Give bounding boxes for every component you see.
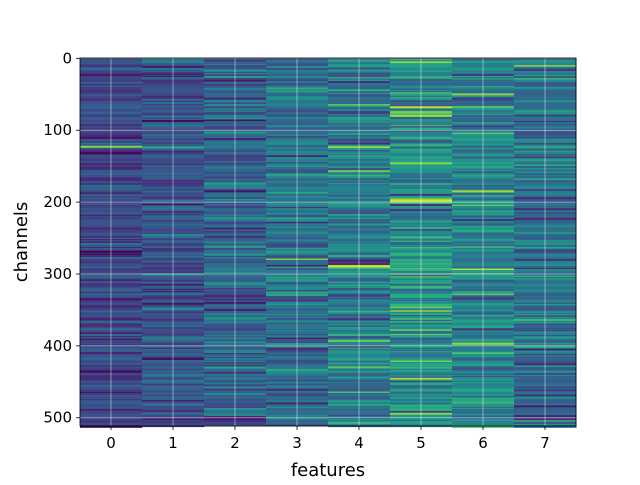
y-tick-label: 500 — [43, 409, 72, 427]
x-tick-label: 7 — [540, 434, 550, 452]
x-tick-label: 3 — [292, 434, 302, 452]
y-tick-label: 0 — [62, 49, 72, 67]
x-tick-label: 2 — [230, 434, 240, 452]
x-tick-label: 5 — [416, 434, 426, 452]
y-tick-label: 300 — [43, 265, 72, 283]
x-axis-label: features — [291, 460, 365, 480]
x-axis-ticks: 0 1 2 3 4 5 6 7 — [106, 426, 550, 452]
grid-lines — [80, 57, 576, 426]
x-tick-label: 0 — [106, 434, 116, 452]
x-tick-label: 1 — [168, 434, 178, 452]
y-axis-ticks: 0 100 200 300 400 500 — [43, 49, 80, 427]
y-axis-label: channels — [11, 202, 32, 283]
heatmap-cells — [80, 58, 577, 428]
y-tick-label: 400 — [43, 337, 72, 355]
x-tick-label: 4 — [354, 434, 364, 452]
plot-frame — [79, 57, 577, 427]
y-tick-label: 100 — [43, 121, 72, 139]
y-tick-label: 200 — [43, 193, 72, 211]
x-tick-label: 6 — [478, 434, 488, 452]
